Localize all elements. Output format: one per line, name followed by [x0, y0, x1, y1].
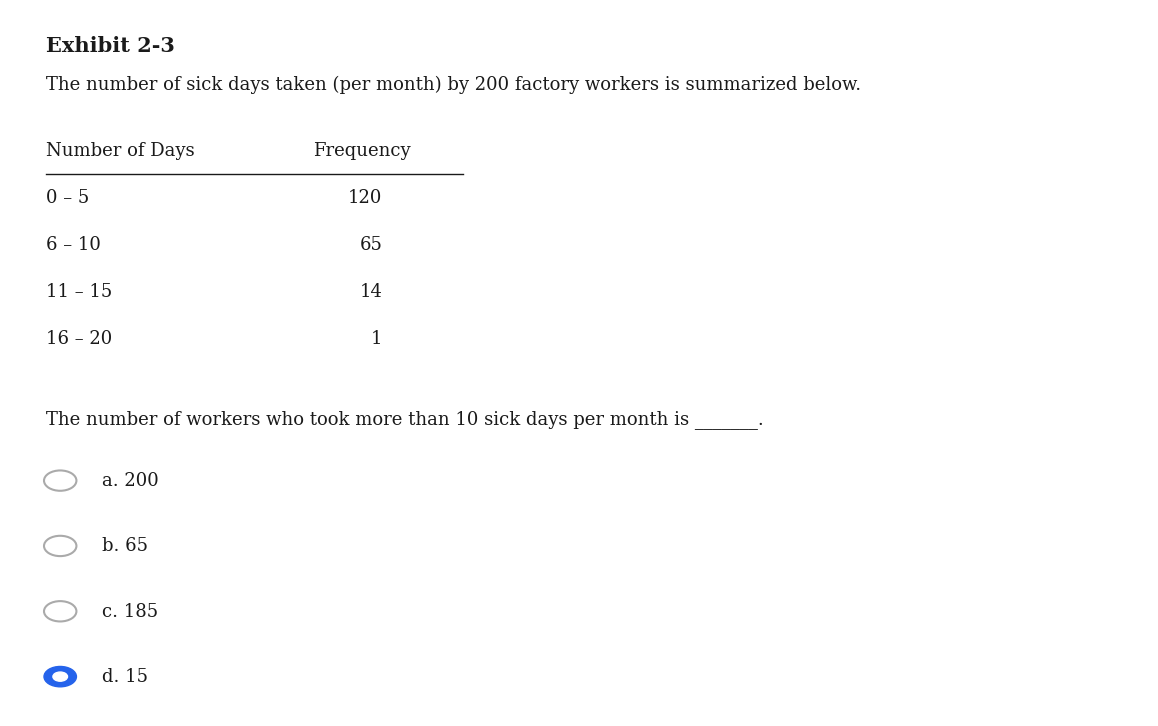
Text: b. 65: b. 65	[102, 537, 148, 555]
Text: Frequency: Frequency	[313, 142, 410, 160]
Text: The number of workers who took more than 10 sick days per month is _______.: The number of workers who took more than…	[46, 410, 764, 429]
Text: 14: 14	[359, 283, 382, 301]
Text: 120: 120	[347, 189, 382, 207]
Text: a. 200: a. 200	[102, 472, 159, 490]
Text: 6 – 10: 6 – 10	[46, 236, 101, 254]
Text: Number of Days: Number of Days	[46, 142, 195, 160]
Text: d. 15: d. 15	[102, 668, 148, 686]
Text: c. 185: c. 185	[102, 603, 157, 621]
Text: 1: 1	[371, 330, 382, 348]
Text: The number of sick days taken (per month) by 200 factory workers is summarized b: The number of sick days taken (per month…	[46, 76, 862, 94]
Text: 0 – 5: 0 – 5	[46, 189, 89, 207]
Text: 11 – 15: 11 – 15	[46, 283, 112, 301]
Text: 65: 65	[359, 236, 382, 254]
Text: 16 – 20: 16 – 20	[46, 330, 112, 348]
Text: Exhibit 2-3: Exhibit 2-3	[46, 36, 175, 57]
